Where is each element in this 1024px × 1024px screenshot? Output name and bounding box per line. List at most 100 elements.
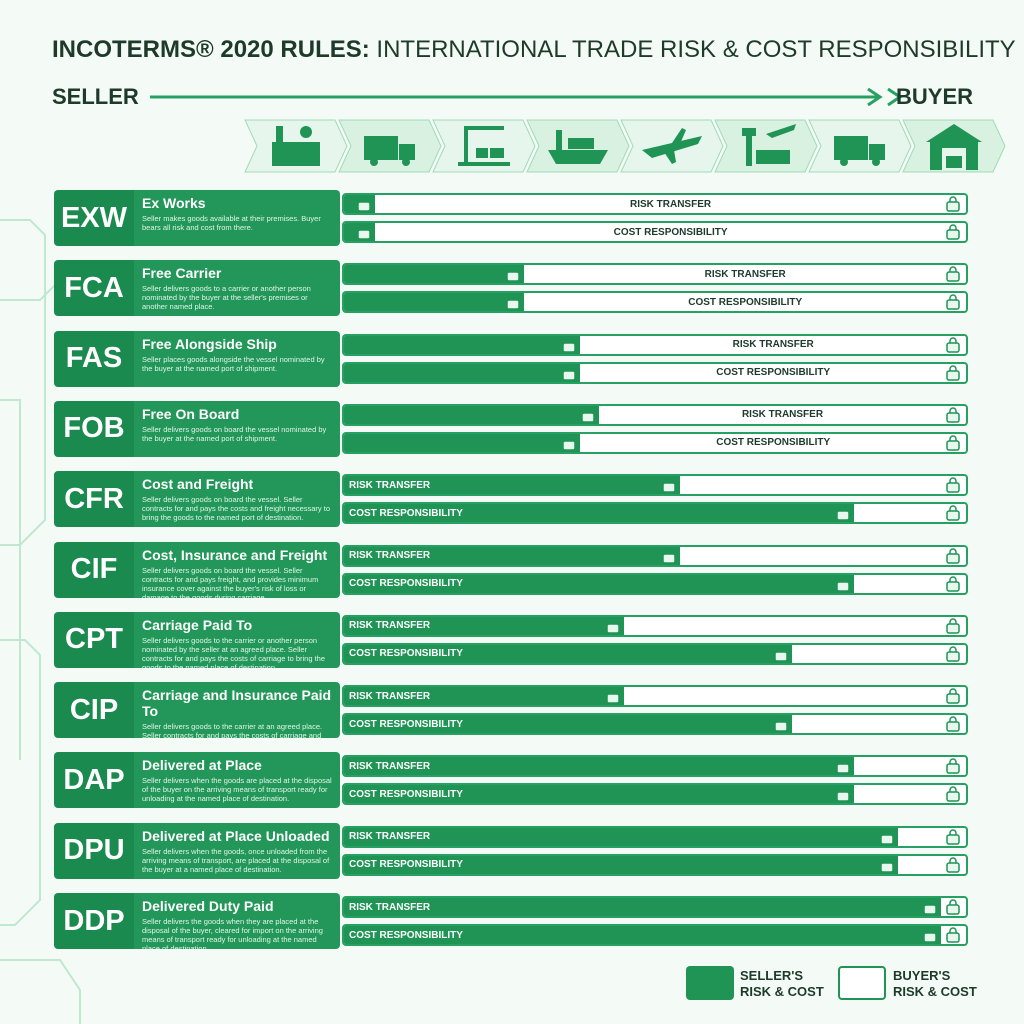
lock-icon <box>357 224 371 240</box>
lock-icon <box>946 407 960 423</box>
seller-share <box>344 785 855 804</box>
stage-icon <box>742 124 796 166</box>
term-code: FOB <box>54 400 134 457</box>
lock-icon <box>946 857 960 873</box>
lock-icon <box>946 547 960 564</box>
lock-icon <box>946 618 960 634</box>
seller-label: SELLER <box>52 84 139 109</box>
legend-text: SELLER'S <box>740 968 804 983</box>
cost-label: COST RESPONSIBILITY <box>349 718 463 730</box>
term-description: Seller delivers goods on board the vesse… <box>142 565 319 598</box>
cost-bar: COST RESPONSIBILITY <box>342 291 968 314</box>
lock-icon <box>946 927 960 943</box>
term-code: FCA <box>54 260 134 317</box>
cost-label: COST RESPONSIBILITY <box>613 226 728 238</box>
seller-share <box>344 363 581 382</box>
term-description-box: Cost, Insurance and Freight Seller delive… <box>134 541 340 598</box>
incoterm-row: FOB Free On Board Seller delivers goods on… <box>0 400 1024 459</box>
legend-text: BUYER'S <box>893 968 951 983</box>
seller-share <box>344 293 525 312</box>
lock-icon <box>946 758 960 775</box>
term-name: Cost and Freight <box>142 476 254 493</box>
cost-label: COST RESPONSIBILITY <box>688 296 803 308</box>
risk-label: RISK TRANSFER <box>349 760 431 772</box>
term-code: CIF <box>54 541 134 598</box>
cost-bar: COST RESPONSIBILITY <box>342 783 968 806</box>
lock-icon <box>946 786 960 803</box>
lock-icon <box>836 505 850 521</box>
lock-icon <box>946 688 960 704</box>
term-name: Delivered at Place <box>142 757 262 774</box>
lock-icon <box>879 829 894 845</box>
term-description: Seller delivers goods on board the vesse… <box>142 495 331 523</box>
cost-bar: COST RESPONSIBILITY <box>342 572 968 595</box>
term-description-box: Free Alongside Ship Seller places goods a… <box>134 330 340 387</box>
cost-label: COST RESPONSIBILITY <box>349 859 463 871</box>
lock-icon <box>562 336 577 353</box>
legend-seller-swatch <box>686 966 734 1000</box>
lock-icon <box>774 716 788 732</box>
stage-icon <box>364 136 415 166</box>
lock-icon <box>662 477 676 493</box>
term-description: Seller makes goods available at their pr… <box>142 214 321 232</box>
term-name: Free Carrier <box>142 265 222 282</box>
lock-icon <box>946 505 960 521</box>
legend-buyer-swatch <box>838 966 886 1000</box>
seller-share <box>344 335 581 354</box>
term-description-box: Delivered at Place Unloaded Seller delive… <box>134 822 340 879</box>
lock-icon <box>606 618 620 634</box>
term-name: Ex Works <box>142 195 206 211</box>
seller-share <box>344 546 680 565</box>
term-description: Seller delivers goods to the carrier at … <box>142 722 323 739</box>
seller-share <box>344 855 898 874</box>
lock-icon <box>946 829 960 845</box>
seller-share <box>344 574 855 593</box>
lock-icon <box>946 266 960 283</box>
stage-icon <box>642 128 702 164</box>
term-description: Seller delivers goods to a carrier or an… <box>142 284 311 312</box>
risk-label: RISK TRANSFER <box>349 901 431 913</box>
cost-label: COST RESPONSIBILITY <box>349 648 463 660</box>
term-description-box: Carriage and Insurance Paid To Seller del… <box>134 682 340 739</box>
lock-icon <box>606 688 620 704</box>
legend-seller: SELLER'S RISK & COST <box>740 968 824 1000</box>
cost-label: COST RESPONSIBILITY <box>716 437 831 449</box>
term-code: DPU <box>54 822 134 879</box>
term-code: CPT <box>54 611 134 668</box>
term-description-box: Free Carrier Seller delivers goods to a c… <box>134 260 340 317</box>
legend-text: RISK & COST <box>893 984 977 999</box>
lock-icon <box>879 857 894 873</box>
term-name: Free On Board <box>142 405 240 422</box>
seller-share <box>344 616 624 635</box>
lock-icon <box>662 547 676 564</box>
lock-icon <box>506 266 521 283</box>
cost-label: COST RESPONSIBILITY <box>349 788 463 800</box>
risk-bar: RISK TRANSFER <box>342 685 968 708</box>
seller-share <box>344 433 581 452</box>
risk-label: RISK TRANSFER <box>349 550 431 561</box>
cost-label: COST RESPONSIBILITY <box>349 507 463 519</box>
lock-icon <box>836 575 850 592</box>
stage-icon <box>458 126 510 166</box>
term-description: Seller delivers when the goods, once unl… <box>142 846 330 874</box>
stage-icon <box>272 126 320 166</box>
risk-bar: RISK TRANSFER <box>342 403 968 426</box>
seller-share <box>344 644 792 663</box>
risk-bar: RISK TRANSFER <box>342 755 968 778</box>
stage-icon <box>834 136 885 166</box>
term-description: Seller delivers when the goods are place… <box>142 776 332 804</box>
incoterm-row: FCA Free Carrier Seller delivers goods to … <box>0 260 1024 318</box>
cost-bar: COST RESPONSIBILITY <box>342 853 968 876</box>
cost-bar: COST RESPONSIBILITY <box>342 713 968 736</box>
term-name: Free Alongside Ship <box>142 335 277 352</box>
lock-icon <box>946 224 960 240</box>
incoterm-row: DAP Delivered at Place Seller delivers whe… <box>0 752 1024 810</box>
term-code: DDP <box>54 893 134 949</box>
seller-share <box>344 265 525 284</box>
stage-icon <box>548 130 608 164</box>
lock-icon <box>506 294 521 311</box>
lock-icon <box>946 646 960 662</box>
seller-share <box>344 757 855 776</box>
